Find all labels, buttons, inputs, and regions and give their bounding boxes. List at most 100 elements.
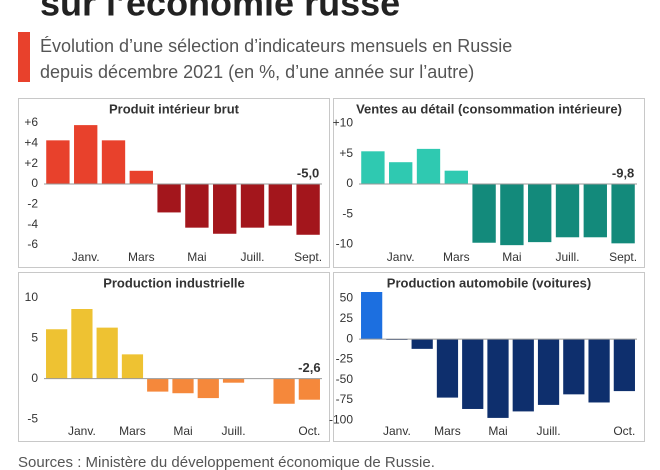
subtitle: Évolution d’une sélection d’indicateurs … xyxy=(40,36,512,56)
x-tick-label: Mars xyxy=(128,250,155,264)
x-tick-label: Janv. xyxy=(387,250,415,264)
y-tick-label: +10 xyxy=(333,116,354,130)
y-tick-label: 0 xyxy=(346,331,353,345)
x-tick-label: Oct. xyxy=(298,424,320,438)
y-tick-label: -25 xyxy=(336,352,354,366)
panel-frame xyxy=(18,272,330,442)
source: Sources : Ministère du développement éco… xyxy=(18,454,435,470)
bar xyxy=(172,378,194,394)
bar xyxy=(121,354,144,379)
bar xyxy=(436,339,459,398)
y-tick-label: 10 xyxy=(25,290,39,304)
bar xyxy=(588,339,610,403)
bar xyxy=(147,378,169,392)
bar xyxy=(411,339,433,349)
bar xyxy=(361,292,383,340)
y-tick-label: 5 xyxy=(31,330,38,344)
y-tick-label: +6 xyxy=(24,115,38,129)
y-tick-label: -2 xyxy=(27,196,38,210)
bar xyxy=(528,184,552,243)
bar xyxy=(512,339,534,412)
bar xyxy=(583,184,607,238)
bar xyxy=(555,184,580,238)
value-label: -2,6 xyxy=(298,360,320,375)
panel: Ventes au détail (consommation intérieur… xyxy=(333,98,645,268)
value-label: -5,0 xyxy=(297,165,319,180)
x-tick-label: Mai xyxy=(173,424,192,438)
bar xyxy=(129,170,153,184)
panel: Production industrielle 10 5 0 -5 Janv. Mars Ma… xyxy=(18,272,330,442)
bar xyxy=(537,339,560,405)
y-tick-label: -50 xyxy=(336,372,354,386)
x-tick-label: Mai xyxy=(187,250,206,264)
bar xyxy=(222,378,245,383)
bar xyxy=(101,140,126,184)
bar xyxy=(197,378,219,399)
x-tick-label: Oct. xyxy=(613,424,635,438)
bar xyxy=(563,339,585,395)
y-tick-label: -75 xyxy=(336,392,354,406)
bar xyxy=(389,162,413,184)
x-tick-label: Sept. xyxy=(609,250,637,264)
page-title: sur l’économie russe xyxy=(40,0,400,24)
bar xyxy=(96,327,118,379)
bar xyxy=(240,184,265,228)
panel-title: Production automobile (voitures) xyxy=(387,275,591,290)
x-tick-label: Juill. xyxy=(555,250,579,264)
bar xyxy=(298,378,320,400)
bar xyxy=(472,184,496,243)
bar xyxy=(71,309,93,379)
y-tick-label: +5 xyxy=(339,146,353,160)
y-tick-label: -10 xyxy=(336,237,354,251)
bar xyxy=(416,148,441,184)
bar xyxy=(361,151,385,184)
panel-frame xyxy=(333,98,645,268)
x-tick-label: Sept. xyxy=(294,250,322,264)
y-tick-label: +4 xyxy=(24,136,38,150)
bar xyxy=(613,339,635,392)
y-tick-label: -4 xyxy=(27,217,38,231)
bar xyxy=(46,329,68,379)
panel-title: Production industrielle xyxy=(103,275,245,290)
accent-bar xyxy=(18,32,30,82)
x-tick-label: Mars xyxy=(119,424,146,438)
panel-title: Ventes au détail (consommation intérieur… xyxy=(356,101,622,116)
x-tick-label: Juill. xyxy=(240,250,264,264)
x-tick-label: Juill. xyxy=(222,424,246,438)
value-label: -9,8 xyxy=(612,165,634,180)
y-tick-label: 0 xyxy=(31,176,38,190)
y-tick-label: -100 xyxy=(329,413,353,427)
bar xyxy=(157,184,181,213)
y-tick-label: 0 xyxy=(346,176,353,190)
bar xyxy=(444,170,468,184)
bar xyxy=(185,184,209,228)
y-tick-label: 25 xyxy=(340,311,354,325)
x-tick-label: Mars xyxy=(443,250,470,264)
bar xyxy=(268,184,292,226)
x-tick-label: Mai xyxy=(502,250,521,264)
y-tick-label: -5 xyxy=(342,206,353,220)
bar xyxy=(611,184,635,244)
bar xyxy=(46,140,70,184)
y-tick-label: -5 xyxy=(27,411,38,425)
y-tick-label: 50 xyxy=(340,291,354,305)
panel: Produit intérieur brut +6 +4 +2 0 -2 -4 -6 Janv.… xyxy=(18,98,330,268)
x-tick-label: Janv. xyxy=(68,424,96,438)
x-tick-label: Janv. xyxy=(72,250,100,264)
y-tick-label: 0 xyxy=(31,371,38,385)
x-tick-label: Janv. xyxy=(383,424,411,438)
x-tick-label: Mars xyxy=(434,424,461,438)
panel: Production automobile (voitures) 50 25 0 -25… xyxy=(329,272,645,442)
bar xyxy=(462,339,484,409)
subtitle: depuis décembre 2021 (en %, d’une année … xyxy=(40,62,474,82)
y-tick-label: -6 xyxy=(27,237,38,251)
bar xyxy=(273,378,295,404)
bar xyxy=(213,184,237,234)
panel-frame xyxy=(18,98,330,268)
bar xyxy=(296,184,320,235)
y-tick-label: +2 xyxy=(24,156,38,170)
x-tick-label: Mai xyxy=(488,424,507,438)
bar xyxy=(487,339,509,418)
